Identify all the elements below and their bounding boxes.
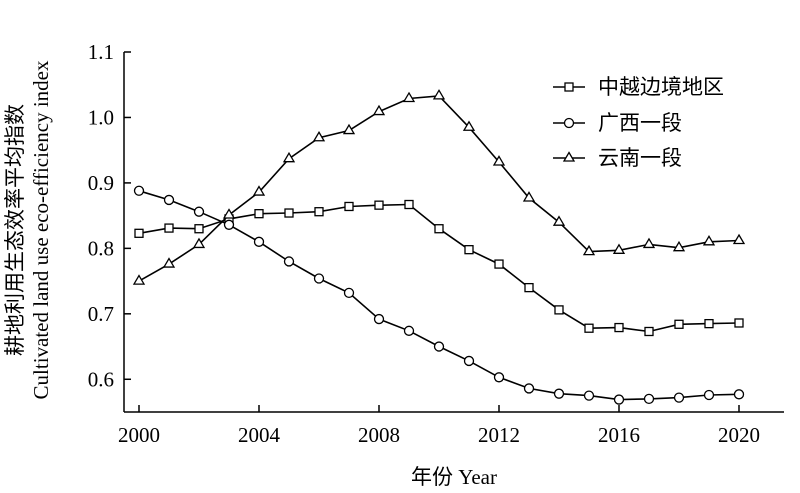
series-layer <box>132 89 746 405</box>
data-point-circle <box>403 325 415 336</box>
data-point-square <box>284 208 294 218</box>
data-point-square <box>494 259 504 269</box>
x-tick-label: 2016 <box>598 423 640 447</box>
data-point-triangle <box>372 104 386 116</box>
y-axis-title-zh: 耕地利用生态效率平均指数 <box>3 104 27 356</box>
data-point-square <box>134 228 144 238</box>
legend-label-0: 中越边境地区 <box>598 75 724 99</box>
data-point-triangle <box>252 185 266 196</box>
x-tick-label: 2012 <box>478 423 520 447</box>
data-point-circle <box>613 394 625 405</box>
data-point-square <box>734 318 744 328</box>
legend-marker-2 <box>562 151 576 162</box>
x-tick-label: 2008 <box>358 423 400 447</box>
data-point-triangle <box>162 257 176 268</box>
data-point-triangle <box>582 244 596 256</box>
y-tick-label: 1.0 <box>88 105 114 129</box>
data-point-triangle <box>522 191 536 202</box>
data-point-circle <box>283 256 295 267</box>
x-tick-label: 2020 <box>718 423 760 447</box>
data-point-square <box>554 305 564 315</box>
data-point-triangle <box>312 130 326 142</box>
y-tick-label: 0.7 <box>88 302 114 326</box>
legend-label-1: 广西一段 <box>598 111 682 135</box>
data-point-square <box>434 224 444 234</box>
y-axis-title-en: Cultivated land use eco-efficiency index <box>29 60 53 399</box>
data-point-square <box>614 322 624 333</box>
data-point-triangle <box>132 274 146 285</box>
data-point-circle <box>343 287 355 299</box>
data-point-triangle <box>732 233 746 245</box>
legend-marker-0 <box>564 82 574 92</box>
legend: 中越边境地区 广西一段 云南一段 <box>553 75 724 170</box>
y-tick-label: 0.9 <box>88 171 114 195</box>
x-tick-label: 2000 <box>118 423 160 447</box>
data-point-circle <box>373 313 385 325</box>
data-point-circle <box>583 390 595 401</box>
data-point-square <box>164 223 174 233</box>
data-point-circle <box>193 206 205 217</box>
legend-item-1: 广西一段 <box>553 111 682 135</box>
y-ticks: 0.6 0.7 0.8 0.9 1.0 1.1 <box>88 40 131 391</box>
legend-item-2: 云南一段 <box>553 146 682 170</box>
data-point-square <box>674 319 684 329</box>
data-point-triangle <box>282 151 296 163</box>
data-point-square <box>344 201 354 212</box>
data-point-square <box>194 224 204 234</box>
x-axis-title: 年份 Year <box>411 465 497 489</box>
data-point-circle <box>733 389 745 400</box>
data-point-square <box>404 199 414 210</box>
data-point-square <box>584 323 594 333</box>
data-point-triangle <box>672 240 686 252</box>
data-point-square <box>374 200 384 210</box>
data-point-circle <box>463 355 475 367</box>
data-point-triangle <box>492 155 506 166</box>
data-point-circle <box>553 388 565 399</box>
data-point-circle <box>523 383 535 394</box>
data-point-circle <box>433 341 445 352</box>
y-tick-label: 1.1 <box>88 40 114 64</box>
data-point-square <box>314 207 324 217</box>
data-point-square <box>524 282 534 293</box>
data-point-circle <box>493 372 505 383</box>
data-point-triangle <box>462 120 476 131</box>
data-point-square <box>644 326 654 337</box>
data-point-circle <box>643 393 655 405</box>
legend-marker-1 <box>563 117 575 129</box>
data-point-circle <box>223 219 235 230</box>
data-point-circle <box>313 273 325 284</box>
data-point-circle <box>703 389 715 401</box>
x-ticks: 2000 2004 2008 2012 2016 2020 <box>118 405 760 447</box>
data-point-square <box>464 245 474 255</box>
data-point-triangle <box>432 89 446 100</box>
data-point-triangle <box>552 215 566 226</box>
data-point-triangle <box>642 237 656 249</box>
data-point-triangle <box>342 123 356 135</box>
data-point-square <box>254 209 264 219</box>
data-point-circle <box>673 392 685 403</box>
data-point-triangle <box>222 208 236 219</box>
data-point-triangle <box>612 243 626 254</box>
y-tick-label: 0.6 <box>88 367 114 391</box>
x-tick-label: 2004 <box>238 423 281 447</box>
data-point-circle <box>253 236 265 247</box>
data-point-triangle <box>192 237 206 249</box>
legend-item-0: 中越边境地区 <box>553 75 724 99</box>
legend-label-2: 云南一段 <box>598 146 682 170</box>
data-point-triangle <box>402 91 416 103</box>
data-point-circle <box>133 185 145 196</box>
data-point-square <box>704 318 714 329</box>
data-point-triangle <box>702 235 716 246</box>
y-tick-label: 0.8 <box>88 236 114 260</box>
data-point-circle <box>163 194 175 206</box>
